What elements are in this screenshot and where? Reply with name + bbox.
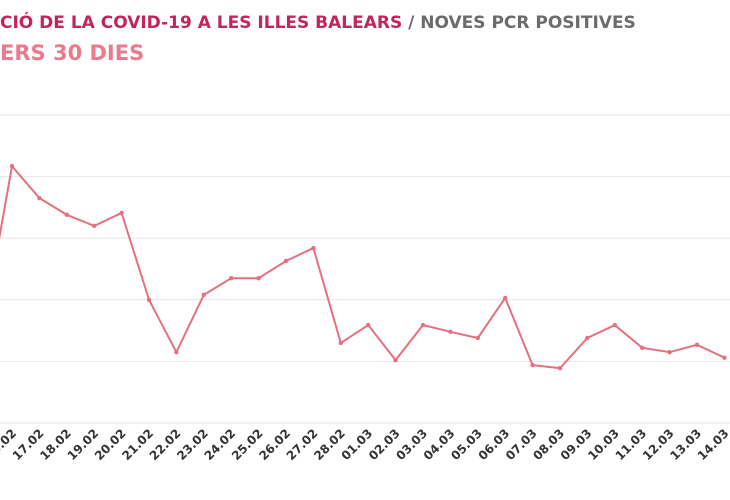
point [557, 365, 563, 371]
point [338, 340, 343, 346]
point [119, 210, 124, 216]
chart-title-wrap: CIÓ DE LA COVID-19 A LES ILLES BALEARS /… [0, 11, 636, 33]
point [229, 276, 234, 281]
point [146, 297, 152, 302]
chart-title: CIÓ DE LA COVID-19 A LES ILLES BALEARS [0, 11, 402, 33]
series-line [0, 163, 725, 370]
point [612, 322, 617, 328]
point [448, 329, 453, 335]
point [722, 355, 727, 360]
point [503, 295, 508, 301]
point [9, 163, 15, 169]
point [530, 362, 535, 368]
x-tick-label: 14.03 [695, 426, 730, 463]
point [311, 245, 316, 251]
chart-title-suffix: / NOVES PCR POSITIVES [408, 13, 636, 33]
point [667, 349, 672, 355]
point [64, 212, 70, 217]
point [283, 258, 289, 264]
point [585, 335, 590, 341]
point [694, 342, 700, 347]
point [174, 349, 179, 355]
point [256, 276, 261, 281]
point [420, 322, 426, 328]
chart-subtitle: ERS 30 DIES [0, 41, 144, 65]
point [92, 223, 97, 229]
point [201, 292, 206, 298]
point [366, 322, 371, 328]
point [475, 335, 480, 341]
point [37, 195, 42, 201]
point [640, 345, 645, 351]
point [393, 357, 398, 363]
